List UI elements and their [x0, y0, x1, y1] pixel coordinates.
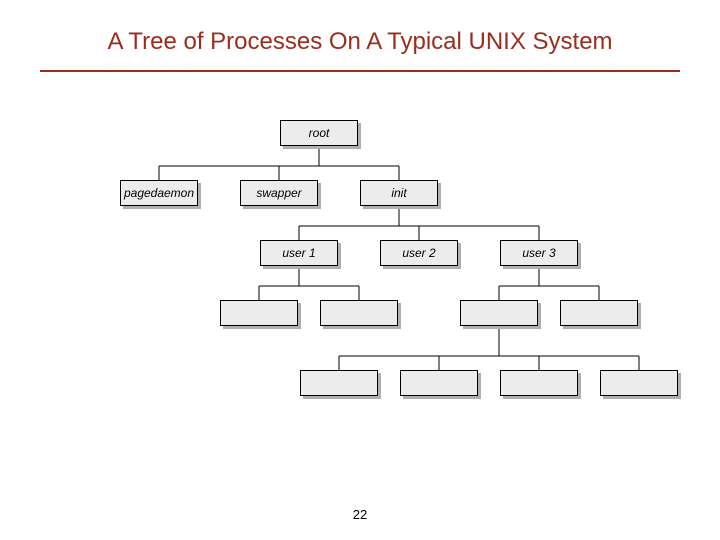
- page-number: 22: [0, 507, 720, 522]
- tree-node-swapper: swapper: [240, 180, 318, 206]
- tree-node-c4: [600, 370, 678, 396]
- tree-node-b1b: [320, 300, 398, 326]
- tree-node-b3b: [560, 300, 638, 326]
- tree-node-c3: [500, 370, 578, 396]
- tree-node-c1: [300, 370, 378, 396]
- tree-node-user1: user 1: [260, 240, 338, 266]
- tree-node-b1a: [220, 300, 298, 326]
- tree-node-root: root: [280, 120, 358, 146]
- tree-node-c2: [400, 370, 478, 396]
- tree-node-pagedaemon: pagedaemon: [120, 180, 198, 206]
- process-tree-diagram: root pagedaemon swapper init user 1 user 2 use…: [0, 0, 720, 540]
- tree-connectors: [0, 0, 720, 540]
- tree-node-init: init: [360, 180, 438, 206]
- tree-node-user3: user 3: [500, 240, 578, 266]
- tree-node-b3a: [460, 300, 538, 326]
- slide: A Tree of Processes On A Typical UNIX Sy…: [0, 0, 720, 540]
- tree-node-user2: user 2: [380, 240, 458, 266]
